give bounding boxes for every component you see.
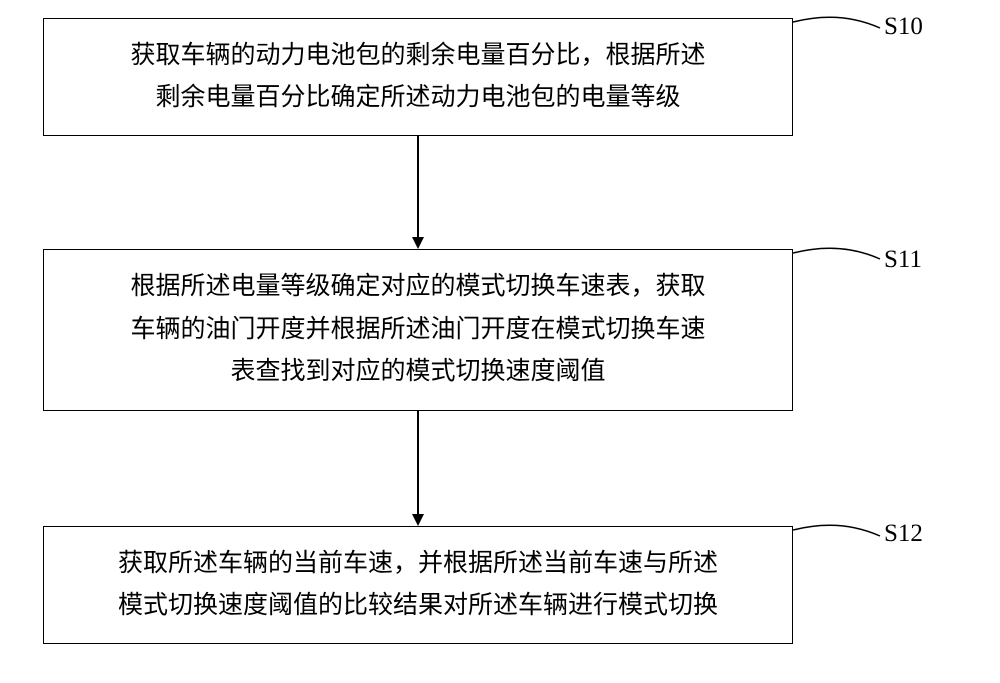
step-box-s10: 获取车辆的动力电池包的剩余电量百分比，根据所述 剩余电量百分比确定所述动力电池包… bbox=[43, 18, 793, 136]
arrow-head-2 bbox=[412, 514, 424, 526]
step-text-s12: 获取所述车辆的当前车速，并根据所述当前车速与所述 模式切换速度阈值的比较结果对所… bbox=[118, 543, 718, 628]
step-label-s11: S11 bbox=[884, 246, 922, 274]
arrow-line-2 bbox=[417, 411, 419, 514]
step-box-s12: 获取所述车辆的当前车速，并根据所述当前车速与所述 模式切换速度阈值的比较结果对所… bbox=[43, 526, 793, 644]
step-label-s10: S10 bbox=[884, 13, 923, 41]
arrow-head-1 bbox=[412, 237, 424, 249]
connector-curve-s12 bbox=[793, 518, 882, 538]
step-box-s11: 根据所述电量等级确定对应的模式切换车速表，获取 车辆的油门开度并根据所述油门开度… bbox=[43, 249, 793, 411]
step-label-s12: S12 bbox=[884, 520, 923, 548]
step-text-s11: 根据所述电量等级确定对应的模式切换车速表，获取 车辆的油门开度并根据所述油门开度… bbox=[130, 266, 705, 394]
arrow-line-1 bbox=[417, 136, 419, 237]
flowchart-container: 获取车辆的动力电池包的剩余电量百分比，根据所述 剩余电量百分比确定所述动力电池包… bbox=[0, 0, 1000, 683]
connector-curve-s11 bbox=[793, 241, 882, 261]
step-text-s10: 获取车辆的动力电池包的剩余电量百分比，根据所述 剩余电量百分比确定所述动力电池包… bbox=[130, 35, 705, 120]
connector-curve-s10 bbox=[793, 10, 882, 30]
